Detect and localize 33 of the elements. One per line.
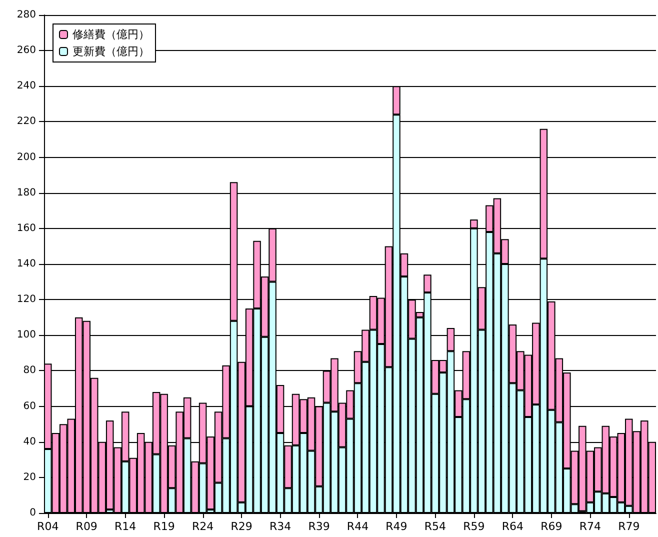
x-tick-label: R09 [76, 520, 98, 533]
x-tick-label: R59 [463, 520, 485, 533]
y-tick-label: 140 [16, 258, 36, 270]
y-tick-label: 80 [23, 365, 36, 376]
x-tick-label: R79 [618, 520, 640, 533]
x-tick-label: R39 [308, 520, 330, 533]
x-tick-label: R49 [386, 520, 408, 533]
y-tick-label: 220 [16, 116, 36, 128]
y-tick-label: 120 [16, 294, 36, 306]
y-tick-label: 200 [16, 152, 36, 163]
y-tick-label: 160 [16, 222, 36, 234]
y-tick-label: 260 [16, 45, 36, 56]
y-tick-label: 40 [23, 436, 36, 448]
x-tick-label: R19 [153, 520, 175, 533]
y-tick-label: 20 [23, 472, 36, 483]
x-tick-label: R34 [269, 520, 292, 533]
y-tick-label: 240 [16, 80, 36, 92]
x-tick-label: R64 [502, 520, 524, 533]
x-tick-label: R54 [424, 520, 446, 533]
y-tick-label: 280 [16, 10, 36, 20]
legend-label: 更新費（億円） [72, 45, 150, 58]
y-tick-label: 180 [16, 187, 36, 198]
x-tick-label: R69 [540, 520, 562, 533]
x-tick-label: R14 [114, 520, 136, 533]
x-tick-label: R04 [37, 520, 59, 533]
y-tick-label: 60 [23, 400, 36, 412]
x-tick-label: R74 [579, 520, 601, 533]
legend-label: 修繕費（億円） [72, 28, 150, 41]
x-tick-label: R29 [230, 520, 252, 533]
x-tick-label: R44 [346, 520, 369, 533]
y-tick-label: 100 [16, 330, 36, 341]
y-tick-label: 0 [30, 508, 36, 518]
x-tick-label: R24 [192, 520, 214, 533]
